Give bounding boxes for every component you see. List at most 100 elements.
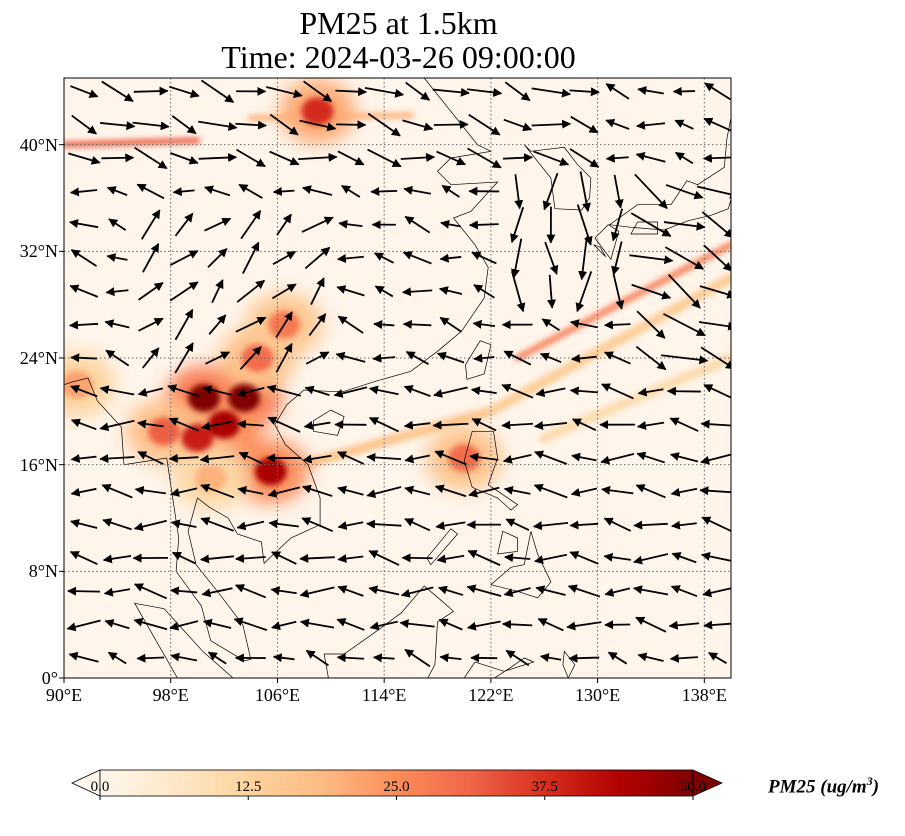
wind-arrow [372,353,396,363]
wind-arrow [570,115,599,134]
wind-arrow [207,248,228,268]
wind-arrow [471,418,497,432]
wind-arrow [569,87,600,97]
wind-arrow [439,253,462,263]
wind-arrow [605,153,629,163]
wind-arrow [505,649,530,667]
wind-arrow [299,586,335,598]
wind-arrow [635,151,666,163]
axis-ticks [59,144,705,683]
island-outline [630,221,658,235]
wind-arrow [304,246,331,270]
wind-arrow [372,653,395,663]
wind-arrow [541,318,560,331]
wind-arrow [468,220,499,230]
colorbar [71,769,723,800]
wind-arrow [140,209,161,240]
wind-arrow [70,249,98,267]
wind-arrow [70,487,97,497]
wind-arrow [235,553,266,563]
wind-arrow [298,152,338,162]
wind-arrow [134,146,168,170]
wind-arrow [99,385,135,396]
wind-arrow [303,80,333,103]
wind-arrow [467,147,502,169]
wind-arrow [700,551,731,562]
wind-arrow [534,553,568,565]
wind-arrow [401,287,433,297]
wind-arrow [335,351,366,363]
wind-arrow [568,653,600,663]
wind-arrow [604,587,631,597]
wind-arrow [67,152,101,165]
wind-arrow [234,584,267,599]
island-outline [594,224,620,261]
wind-arrow [336,653,365,663]
wind-arrow [467,550,501,566]
wind-arrow [366,519,402,529]
wind-arrow [106,186,128,196]
wind-arrow [436,554,465,564]
wind-arrow [438,286,463,295]
wind-arrow [237,486,264,495]
wind-arrow [505,518,530,531]
lat-tick-label: 8°N [28,561,58,582]
wind-arrow [368,550,400,566]
wind-arrow [366,452,402,462]
wind-arrow [575,271,593,313]
wind-arrow [703,244,731,272]
wind-arrow [104,619,130,630]
wind-arrow [630,212,672,237]
wind-arrow [439,316,462,333]
wind-arrow [205,351,231,365]
wind-arrow [301,484,333,497]
wind-arrow [310,277,325,305]
wind-arrow [69,384,98,398]
wind-arrow [473,353,495,363]
wind-arrow [405,81,431,101]
wind-arrow [202,385,232,396]
wind-arrow [235,120,268,130]
lon-tick-label: 138°E [681,685,727,705]
wind-arrow [70,353,97,363]
wind-arrow [534,421,568,430]
wind-arrow [106,253,128,263]
wind-arrow [137,451,164,465]
pm25-band [64,137,201,148]
wind-arrow [663,221,706,231]
wind-arrow [637,86,664,95]
island-outline [593,244,606,257]
wind-arrow [670,585,698,598]
colorbar-gradient [99,769,694,797]
wind-arrow [668,620,700,630]
wind-arrow [271,620,297,631]
wind-arrow [266,86,303,99]
wind-arrow [403,185,432,195]
wind-arrow [373,320,395,330]
wind-arrow [402,119,434,132]
lat-tick-label: 32°N [19,241,58,262]
wind-arrow [242,241,260,274]
wind-arrow [335,87,368,97]
wind-arrow [169,250,199,266]
wind-arrow [468,486,500,498]
lon-tick-label: 98°E [152,685,189,705]
wind-arrow [276,213,292,236]
wind-arrow [571,353,597,363]
wind-arrow [305,649,329,667]
wind-arrow [364,87,405,98]
wind-arrow [504,553,531,563]
wind-arrow [70,85,99,98]
wind-arrow [439,653,462,663]
wind-arrow [341,184,361,198]
wind-arrow [579,171,591,213]
wind-arrow [201,420,234,431]
wind-arrow [635,484,666,499]
lat-tick-label: 16°N [19,454,58,475]
wind-arrow [503,118,533,132]
wind-arrow [569,520,599,530]
wind-arrow [569,148,600,168]
wind-arrow [636,451,665,464]
wind-arrow [702,587,731,598]
wind-arrow [299,618,335,629]
